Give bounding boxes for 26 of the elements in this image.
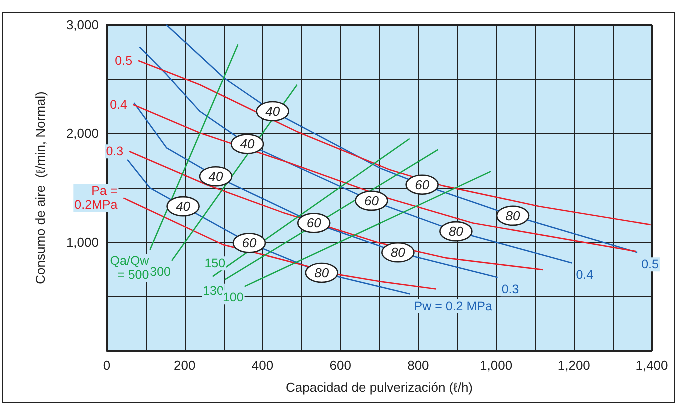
annotation: 0.5	[642, 258, 660, 272]
annotation: 0.3	[502, 282, 520, 297]
annotation: Pa = 0.2MPa	[74, 184, 118, 212]
annotation: 0.3	[106, 144, 124, 159]
annotation: Pw = 0.2 MPa	[414, 299, 492, 314]
x-tick-label: 800	[408, 358, 430, 373]
x-tick-label: 1,200	[558, 358, 590, 373]
x-tick-label: 0	[103, 358, 111, 373]
x-tick-label: 1,400	[636, 358, 668, 373]
y-axis-title: Consumo de aire (ℓ/min, Normal)	[33, 92, 48, 284]
annotation: 0.4	[110, 98, 128, 112]
annotation: 100	[222, 290, 244, 305]
annotation: Qa/Qw = 500	[110, 254, 150, 282]
y-tick-label: 3,000	[66, 18, 99, 32]
y-tick-label: 2,000	[66, 126, 99, 142]
y-tick-label: 1,000	[66, 234, 99, 250]
x-tick-label: 400	[252, 358, 274, 373]
x-tick-label: 200	[174, 358, 196, 373]
line-series	[138, 60, 652, 226]
x-tick-label: 1,000	[480, 358, 513, 373]
x-tick-label: 600	[330, 358, 352, 373]
annotation: 150	[204, 256, 226, 271]
x-axis-title: Capacidad de pulverización (ℓ/h)	[286, 380, 474, 395]
annotation: 0.4	[576, 268, 594, 282]
annotation: 300	[150, 264, 172, 279]
annotation: 0.5	[115, 54, 133, 68]
